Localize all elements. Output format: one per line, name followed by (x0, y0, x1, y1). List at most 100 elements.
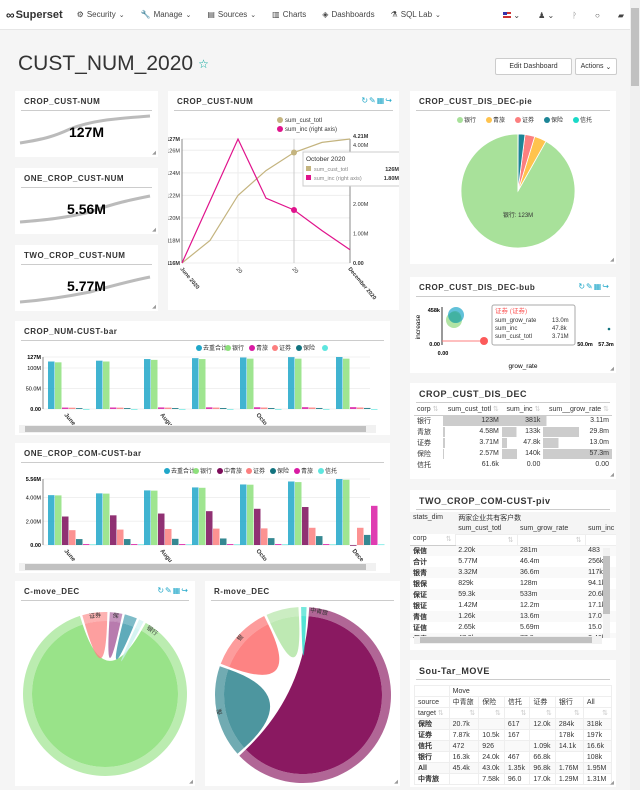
scrollbar-thumb[interactable] (420, 637, 592, 643)
table-row: 合计 5.77M 46.4m 256k (410, 556, 616, 567)
bar (343, 479, 350, 545)
actions-button[interactable]: Actions ⌄ (575, 58, 617, 75)
user-menu[interactable]: ♟ ⌄ (538, 11, 554, 20)
bar (336, 357, 343, 409)
sort-icon[interactable]: ⇅ (516, 533, 586, 546)
bar (48, 495, 55, 545)
panel-controls: ↻✎▦↪ (578, 282, 610, 291)
sort-icon[interactable]: ⇅ (582, 707, 613, 719)
edit-dashboard-button[interactable]: Edit Dashboard (495, 58, 572, 75)
table-cell: 中青旅 (414, 773, 450, 785)
share-icon[interactable]: ↪ (181, 586, 189, 595)
y-tick-right: 4.21M (353, 134, 369, 140)
nav-sources[interactable]: ▤ Sources ⌄ (207, 10, 256, 19)
sort-icon[interactable]: ⇅ (529, 707, 556, 719)
horizontal-scrollbar[interactable] (19, 563, 376, 571)
sort-icon[interactable]: ⇅ (478, 707, 505, 719)
sort-icon[interactable]: ⇅ (454, 533, 518, 546)
tooltip-value: 13.0m (552, 318, 569, 324)
bar (179, 544, 186, 545)
pivot-index-row: corp ⇅⇅⇅⇅ (410, 533, 616, 546)
refresh-icon[interactable]: ↻ (361, 96, 370, 105)
sort-icon[interactable]: ⇅ (432, 406, 439, 414)
nav-manage[interactable]: 🔧 Manage ⌄ (141, 10, 192, 19)
brand-logo[interactable]: ∞ Superset (6, 8, 63, 22)
table-icon[interactable]: ▦ (172, 586, 182, 595)
nav-charts[interactable]: ▥ Charts (272, 10, 306, 19)
edit-icon[interactable]: ✎ (165, 586, 173, 595)
sort-icon[interactable]: ⇅ (584, 533, 616, 546)
table-icon[interactable]: ▦ (593, 282, 603, 291)
y-tick-right: 0.00 (353, 261, 364, 267)
sort-icon[interactable]: ⇅ (534, 406, 541, 414)
sort-icon[interactable]: ⇅ (554, 707, 584, 719)
scrollbar-thumb[interactable] (25, 426, 366, 432)
edit-icon[interactable]: ✎ (369, 96, 377, 105)
share-icon[interactable]: ↪ (385, 96, 393, 105)
book-icon[interactable]: ▰ (617, 10, 624, 20)
bar (254, 508, 261, 545)
star-icon[interactable]: ☆ (198, 57, 209, 71)
github-icon[interactable]: ○ (595, 10, 600, 20)
table-cell: 2.20k (458, 547, 476, 555)
horizontal-scrollbar[interactable] (414, 636, 602, 644)
x-tick: 50.0m (577, 342, 593, 348)
scrollbar-thumb[interactable] (603, 556, 610, 614)
resize-handle-icon[interactable]: ◢ (394, 779, 398, 785)
scrollbar-thumb[interactable] (631, 8, 639, 86)
resize-handle-icon[interactable]: ◢ (152, 227, 156, 233)
legend-label: sum_cust_totl (285, 118, 322, 124)
vertical-scrollbar[interactable] (603, 548, 610, 638)
edit-icon[interactable]: ✎ (586, 282, 594, 291)
version-icon[interactable]: ᚹ (572, 10, 577, 20)
resize-handle-icon[interactable]: ◢ (152, 304, 156, 310)
column-header[interactable]: sum_inc ⇅ (501, 404, 544, 416)
table-cell: 467 (503, 751, 531, 763)
share-icon[interactable]: ↪ (602, 282, 610, 291)
table-cell: 12.2m (520, 602, 540, 609)
refresh-icon[interactable]: ↻ (578, 282, 587, 291)
resize-handle-icon[interactable]: ◢ (610, 257, 614, 263)
table-cell: 123M (442, 415, 502, 427)
resize-handle-icon[interactable]: ◢ (189, 779, 193, 785)
tooltip-title: 证券 (证券) (495, 306, 527, 315)
column-header[interactable]: corp ⇅ (414, 404, 443, 416)
refresh-icon[interactable]: ↻ (157, 586, 166, 595)
sort-icon[interactable]: ⇅ (448, 707, 480, 719)
table-cell: 合计 (413, 558, 427, 566)
nav-dashboards[interactable]: ◈ Dashboards (322, 10, 374, 19)
table-cell: 银青 (413, 569, 427, 577)
language-menu[interactable]: ⌄ (503, 11, 520, 20)
sort-icon[interactable]: ⇅ (603, 406, 609, 414)
resize-handle-icon[interactable]: ◢ (610, 472, 614, 478)
table-cell: 信托 (414, 740, 450, 752)
bar (117, 407, 124, 409)
bar (62, 516, 69, 545)
big-number-value: 127M (68, 124, 105, 140)
table-icon[interactable]: ▦ (376, 96, 386, 105)
column-header[interactable]: sum__grow_rate ⇅ (543, 404, 612, 416)
sort-icon[interactable]: ⇅ (492, 406, 499, 414)
page-scrollbar[interactable] (630, 0, 640, 790)
resize-handle-icon[interactable]: ◢ (610, 366, 614, 372)
resize-handle-icon[interactable]: ◢ (610, 780, 614, 786)
y-tick-left: 126M (168, 148, 180, 154)
nav-label: Sources (217, 10, 248, 19)
sort-icon[interactable]: ⇅ (503, 707, 531, 719)
bar (309, 527, 316, 545)
nav-security[interactable]: ⚙ Security ⌄ (77, 10, 125, 19)
nav-sql-lab[interactable]: ⚗ SQL Lab ⌄ (391, 10, 441, 19)
panel-title: CROP_CUST-NUM (177, 97, 254, 106)
table-cell: 3.11m (543, 415, 612, 427)
legend-dot (193, 468, 199, 474)
horizontal-scrollbar[interactable] (19, 425, 376, 433)
column-header[interactable]: sum_cust_totl ⇅ (442, 404, 502, 416)
scrollbar-thumb[interactable] (25, 564, 366, 570)
bar (199, 359, 206, 409)
y-tick: 0.00 (429, 342, 440, 348)
sort-icon[interactable]: ⇅ (445, 536, 452, 544)
legend-label: 青旅 (301, 467, 313, 475)
tooltip-value: 3.71M (552, 334, 569, 340)
resize-handle-icon[interactable]: ◢ (152, 150, 156, 156)
sort-icon[interactable]: ⇅ (437, 710, 444, 717)
